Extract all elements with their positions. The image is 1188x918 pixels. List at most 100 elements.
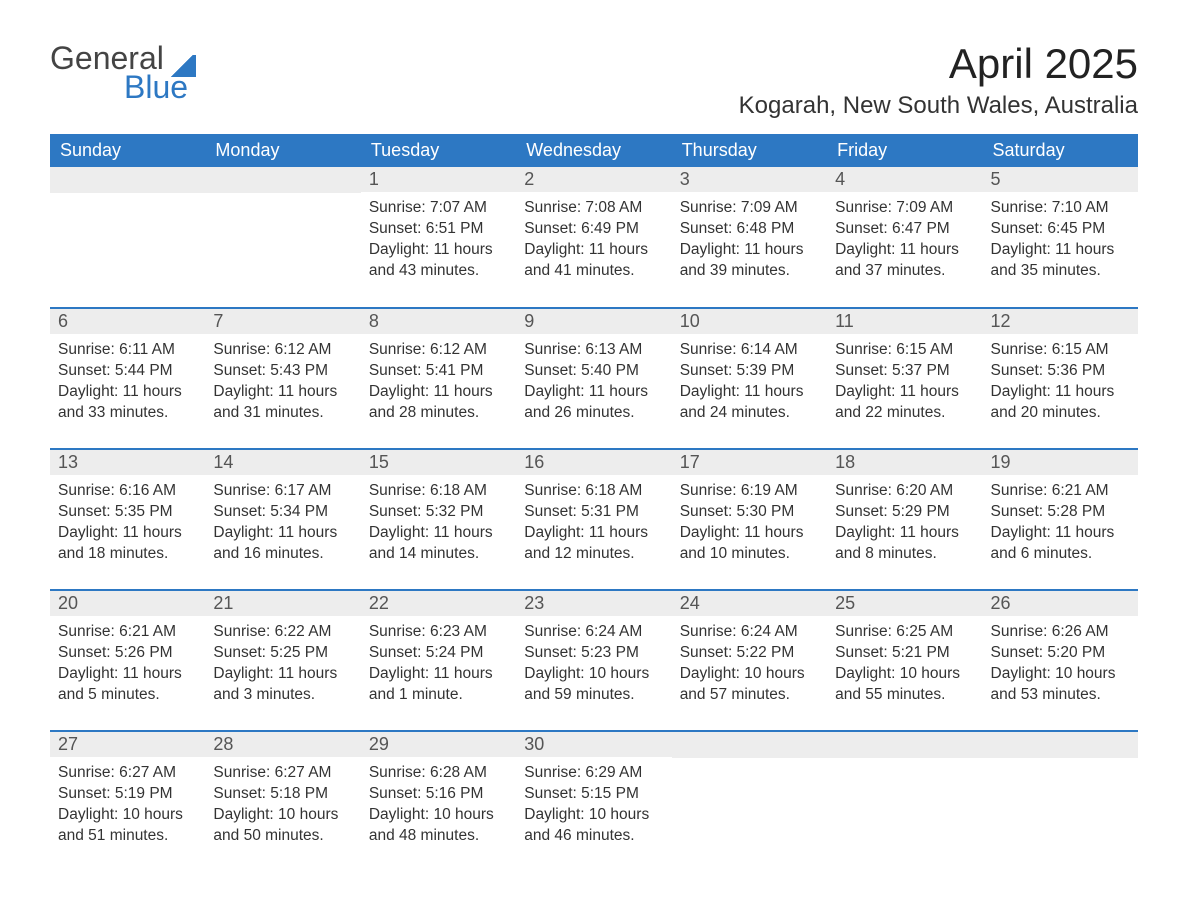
day-body: Sunrise: 6:21 AMSunset: 5:26 PMDaylight:… xyxy=(50,616,205,712)
day-detail-line: Sunrise: 6:12 AM xyxy=(369,340,508,361)
day-number: 8 xyxy=(361,309,516,334)
day-body: Sunrise: 6:15 AMSunset: 5:37 PMDaylight:… xyxy=(827,334,982,430)
day-number: 5 xyxy=(983,167,1138,192)
day-detail-line: Sunset: 5:24 PM xyxy=(369,643,508,664)
day-cell: 24Sunrise: 6:24 AMSunset: 5:22 PMDayligh… xyxy=(672,591,827,712)
day-detail-line: Sunrise: 6:18 AM xyxy=(524,481,663,502)
day-number: 20 xyxy=(50,591,205,616)
day-number: 1 xyxy=(361,167,516,192)
day-detail-line: Sunset: 5:31 PM xyxy=(524,502,663,523)
dow-cell: Friday xyxy=(827,134,982,167)
day-cell xyxy=(205,167,360,289)
calendar: SundayMondayTuesdayWednesdayThursdayFrid… xyxy=(50,134,1138,854)
day-detail-line: Sunrise: 7:09 AM xyxy=(680,198,819,219)
day-detail-line: Sunrise: 6:27 AM xyxy=(213,763,352,784)
day-cell: 25Sunrise: 6:25 AMSunset: 5:21 PMDayligh… xyxy=(827,591,982,712)
day-detail-line: Sunrise: 6:19 AM xyxy=(680,481,819,502)
day-body: Sunrise: 6:18 AMSunset: 5:31 PMDaylight:… xyxy=(516,475,671,571)
day-detail-line: Sunset: 5:43 PM xyxy=(213,361,352,382)
day-number: 28 xyxy=(205,732,360,757)
dow-cell: Wednesday xyxy=(516,134,671,167)
day-detail-line: Sunrise: 6:20 AM xyxy=(835,481,974,502)
day-detail-line: Daylight: 11 hours and 8 minutes. xyxy=(835,523,974,565)
day-cell: 11Sunrise: 6:15 AMSunset: 5:37 PMDayligh… xyxy=(827,309,982,430)
day-detail-line: Sunset: 6:47 PM xyxy=(835,219,974,240)
day-detail-line: Daylight: 11 hours and 14 minutes. xyxy=(369,523,508,565)
day-detail-line: Daylight: 11 hours and 6 minutes. xyxy=(991,523,1130,565)
day-number xyxy=(827,732,982,758)
day-cell: 18Sunrise: 6:20 AMSunset: 5:29 PMDayligh… xyxy=(827,450,982,571)
day-cell: 3Sunrise: 7:09 AMSunset: 6:48 PMDaylight… xyxy=(672,167,827,289)
day-number: 9 xyxy=(516,309,671,334)
day-detail-line: Sunset: 5:16 PM xyxy=(369,784,508,805)
day-body: Sunrise: 6:27 AMSunset: 5:18 PMDaylight:… xyxy=(205,757,360,853)
day-detail-line: Daylight: 11 hours and 31 minutes. xyxy=(213,382,352,424)
day-body xyxy=(672,758,827,854)
day-detail-line: Sunset: 5:34 PM xyxy=(213,502,352,523)
day-detail-line: Sunrise: 6:15 AM xyxy=(835,340,974,361)
day-detail-line: Sunset: 6:49 PM xyxy=(524,219,663,240)
day-detail-line: Sunrise: 6:26 AM xyxy=(991,622,1130,643)
day-cell: 13Sunrise: 6:16 AMSunset: 5:35 PMDayligh… xyxy=(50,450,205,571)
day-number xyxy=(205,167,360,193)
day-number: 22 xyxy=(361,591,516,616)
day-cell: 19Sunrise: 6:21 AMSunset: 5:28 PMDayligh… xyxy=(983,450,1138,571)
day-cell: 20Sunrise: 6:21 AMSunset: 5:26 PMDayligh… xyxy=(50,591,205,712)
day-detail-line: Daylight: 11 hours and 10 minutes. xyxy=(680,523,819,565)
month-title: April 2025 xyxy=(739,40,1138,88)
day-number: 2 xyxy=(516,167,671,192)
week-row: 20Sunrise: 6:21 AMSunset: 5:26 PMDayligh… xyxy=(50,589,1138,712)
day-detail-line: Sunset: 5:28 PM xyxy=(991,502,1130,523)
day-cell: 30Sunrise: 6:29 AMSunset: 5:15 PMDayligh… xyxy=(516,732,671,854)
day-detail-line: Daylight: 11 hours and 20 minutes. xyxy=(991,382,1130,424)
day-cell: 22Sunrise: 6:23 AMSunset: 5:24 PMDayligh… xyxy=(361,591,516,712)
day-detail-line: Daylight: 11 hours and 35 minutes. xyxy=(991,240,1130,282)
day-detail-line: Sunrise: 7:07 AM xyxy=(369,198,508,219)
day-detail-line: Sunset: 5:18 PM xyxy=(213,784,352,805)
day-detail-line: Sunset: 5:36 PM xyxy=(991,361,1130,382)
day-detail-line: Sunrise: 6:21 AM xyxy=(58,622,197,643)
day-number: 23 xyxy=(516,591,671,616)
day-body: Sunrise: 6:19 AMSunset: 5:30 PMDaylight:… xyxy=(672,475,827,571)
day-cell: 29Sunrise: 6:28 AMSunset: 5:16 PMDayligh… xyxy=(361,732,516,854)
day-number: 16 xyxy=(516,450,671,475)
brand-part2: Blue xyxy=(124,69,188,106)
day-number: 30 xyxy=(516,732,671,757)
day-number: 6 xyxy=(50,309,205,334)
day-detail-line: Sunset: 6:48 PM xyxy=(680,219,819,240)
day-body: Sunrise: 6:23 AMSunset: 5:24 PMDaylight:… xyxy=(361,616,516,712)
day-detail-line: Daylight: 10 hours and 46 minutes. xyxy=(524,805,663,847)
dow-cell: Sunday xyxy=(50,134,205,167)
week-row: 13Sunrise: 6:16 AMSunset: 5:35 PMDayligh… xyxy=(50,448,1138,571)
day-detail-line: Sunrise: 7:08 AM xyxy=(524,198,663,219)
location-text: Kogarah, New South Wales, Australia xyxy=(739,92,1138,120)
day-detail-line: Sunrise: 7:10 AM xyxy=(991,198,1130,219)
day-detail-line: Sunrise: 6:13 AM xyxy=(524,340,663,361)
day-body: Sunrise: 6:25 AMSunset: 5:21 PMDaylight:… xyxy=(827,616,982,712)
day-cell: 14Sunrise: 6:17 AMSunset: 5:34 PMDayligh… xyxy=(205,450,360,571)
day-detail-line: Daylight: 10 hours and 51 minutes. xyxy=(58,805,197,847)
day-detail-line: Daylight: 11 hours and 39 minutes. xyxy=(680,240,819,282)
brand-logo: General Blue xyxy=(50,40,196,106)
day-body: Sunrise: 7:08 AMSunset: 6:49 PMDaylight:… xyxy=(516,192,671,288)
day-detail-line: Sunrise: 7:09 AM xyxy=(835,198,974,219)
day-detail-line: Sunrise: 6:14 AM xyxy=(680,340,819,361)
day-detail-line: Sunrise: 6:11 AM xyxy=(58,340,197,361)
day-body: Sunrise: 6:29 AMSunset: 5:15 PMDaylight:… xyxy=(516,757,671,853)
day-number: 25 xyxy=(827,591,982,616)
day-detail-line: Sunrise: 6:27 AM xyxy=(58,763,197,784)
day-detail-line: Sunset: 5:41 PM xyxy=(369,361,508,382)
day-body: Sunrise: 6:16 AMSunset: 5:35 PMDaylight:… xyxy=(50,475,205,571)
day-cell: 26Sunrise: 6:26 AMSunset: 5:20 PMDayligh… xyxy=(983,591,1138,712)
day-cell xyxy=(672,732,827,854)
day-detail-line: Daylight: 10 hours and 50 minutes. xyxy=(213,805,352,847)
day-detail-line: Sunset: 5:35 PM xyxy=(58,502,197,523)
day-body xyxy=(205,193,360,289)
day-detail-line: Sunset: 5:23 PM xyxy=(524,643,663,664)
day-detail-line: Sunset: 6:45 PM xyxy=(991,219,1130,240)
day-detail-line: Sunset: 5:19 PM xyxy=(58,784,197,805)
title-block: April 2025 Kogarah, New South Wales, Aus… xyxy=(739,40,1138,120)
day-number xyxy=(50,167,205,193)
day-body xyxy=(50,193,205,289)
day-body: Sunrise: 7:09 AMSunset: 6:47 PMDaylight:… xyxy=(827,192,982,288)
